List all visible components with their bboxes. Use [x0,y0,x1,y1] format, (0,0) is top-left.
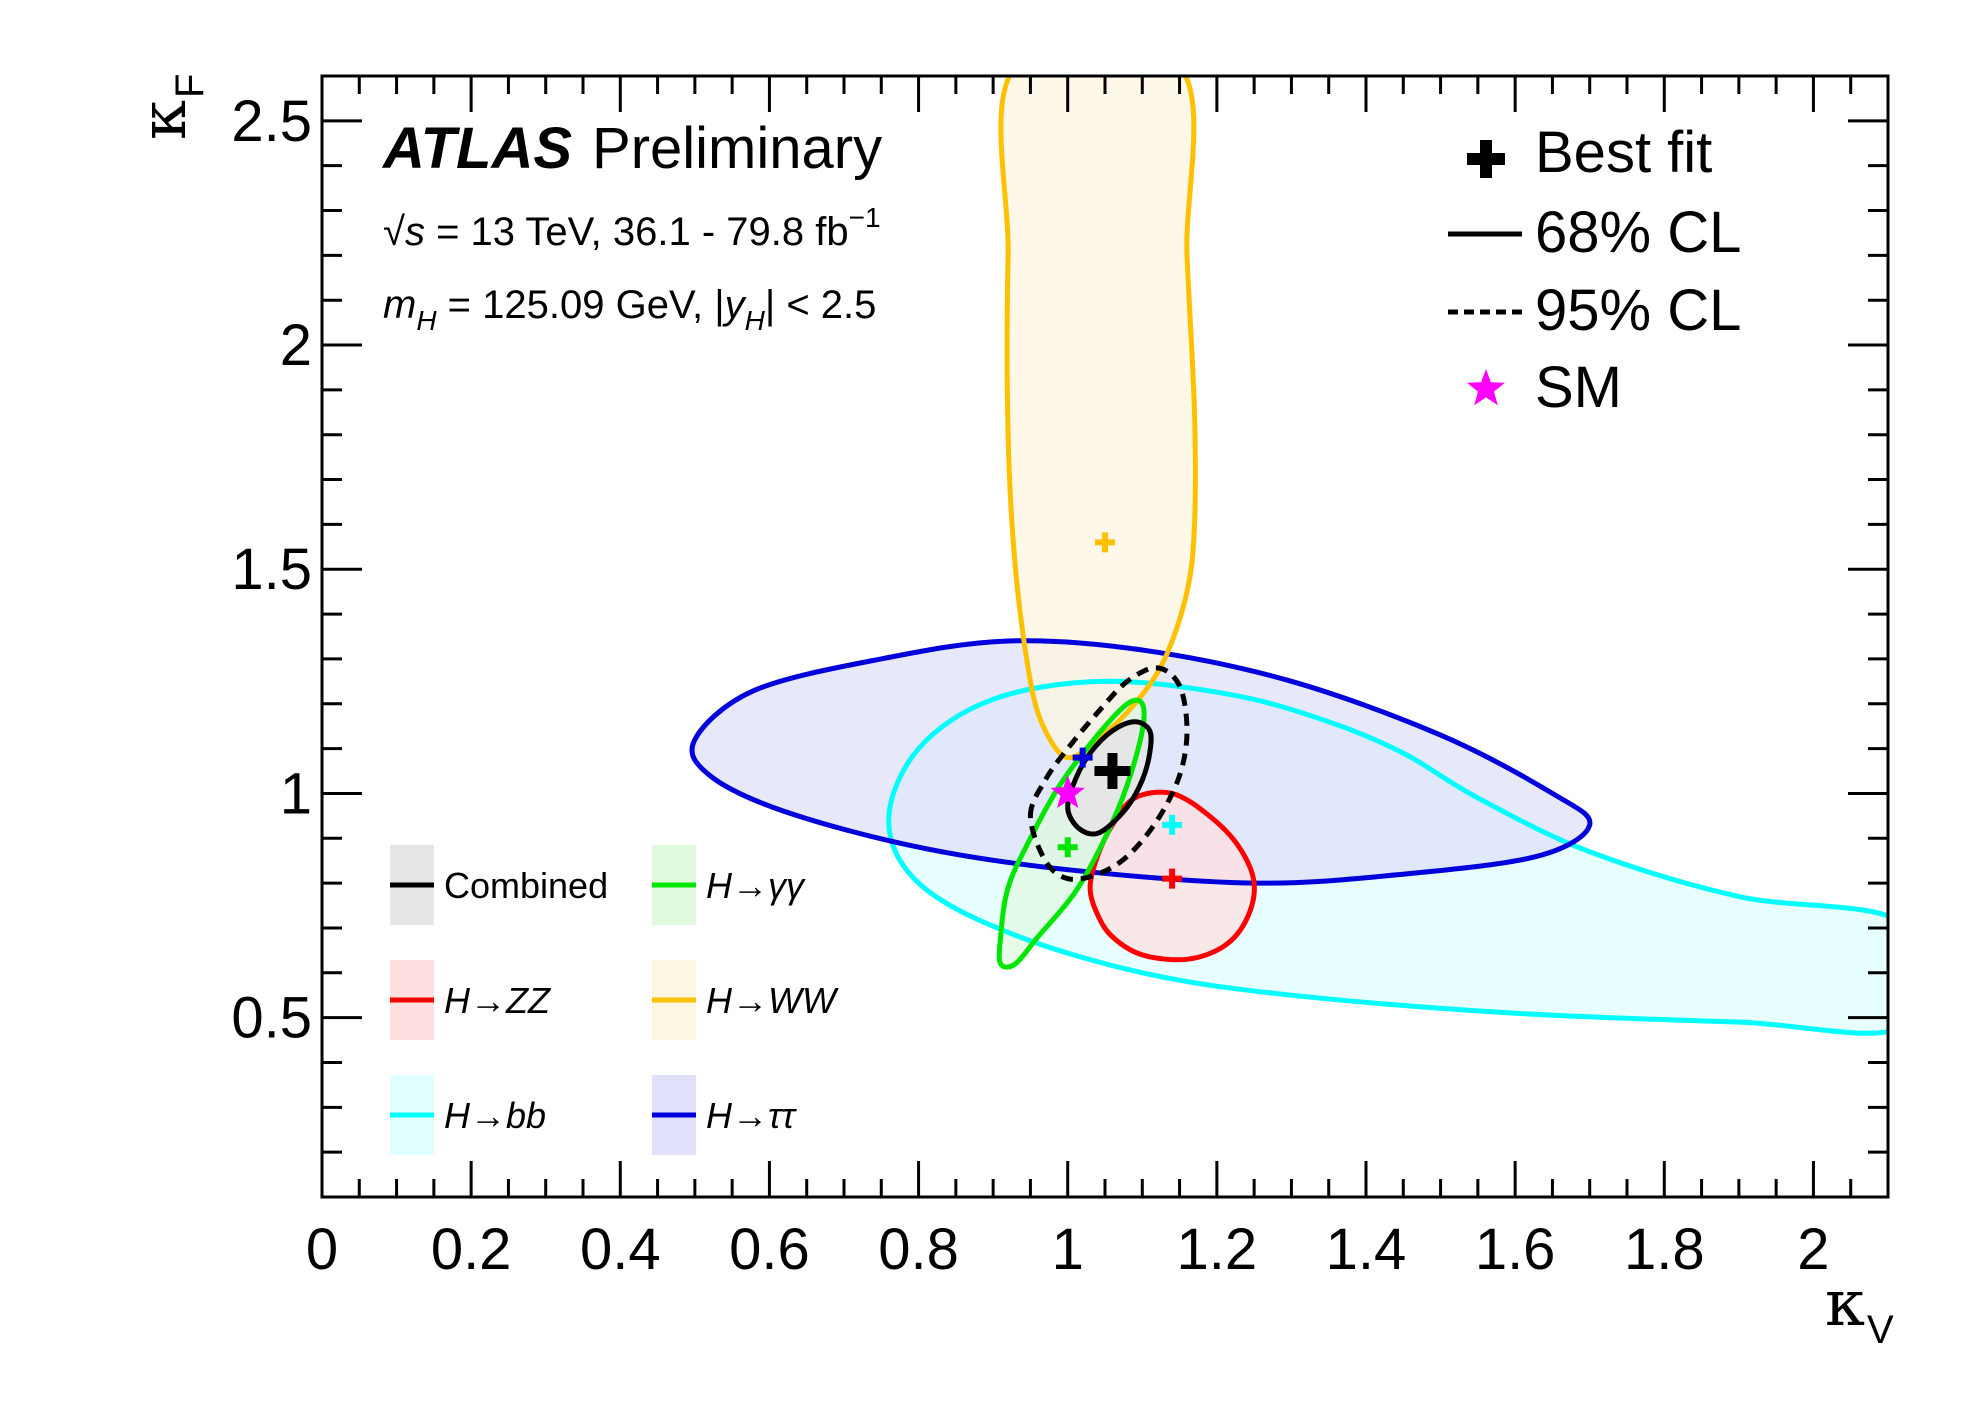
x-tick-label: 2 [1797,1217,1829,1282]
legend-label: H→WW [706,980,839,1021]
best-fit-marker-icon [1467,140,1505,178]
legend-label: Combined [444,865,608,906]
contour-fills [691,76,1888,1034]
best-fit-h-tautau [1072,747,1093,768]
legend-best-fit: Best fit [1467,120,1712,185]
contour68-h-tautau [689,638,1593,886]
mass-rapidity-text: mH = 125.09 GeV, |yH| < 2.5 [383,283,876,336]
best-fit-h-zz [1162,868,1183,889]
main-legend: Best fit 68% CL 95% CL SM [1448,120,1741,420]
x-tick-label: 1.2 [1177,1217,1258,1282]
legend-label: H→ZZ [444,980,551,1021]
legend-sm: SM [1467,355,1622,420]
svg-text:95% CL: 95% CL [1535,278,1741,343]
x-tick-label: 1.8 [1624,1217,1705,1282]
x-tick-label: 0.6 [729,1217,810,1282]
x-tick-label: 0.8 [878,1217,959,1282]
x-tick-label: 1.6 [1475,1217,1556,1282]
y-tick-label: 2 [280,313,312,378]
contour-lines [689,76,1888,1036]
y-tick-label: 1.5 [231,537,312,602]
best-fit-h-ww [1095,532,1115,553]
x-tick-label: 0.2 [431,1217,512,1282]
sm-point-star [1050,775,1085,808]
sm-star-icon [1467,369,1505,406]
legend-h-gammagamma: H→γγ [652,845,806,925]
tick-labels: 0 0.2 0.4 0.6 0.8 1 1.2 1.4 1.6 1.8 2 0.5 1 1.5 2 2.5 [231,89,1829,1282]
contour68-h-ww [998,76,1198,761]
svg-text:68% CL: 68% CL [1535,200,1741,265]
legend-95cl: 95% CL [1448,278,1741,343]
legend-label: H→bb [444,1095,546,1136]
contour68-h-gammagamma [996,697,1147,970]
legend-h-zz: H→ZZ [390,960,551,1040]
legend-label: H→ττ [706,1095,797,1136]
legend-68cl: 68% CL [1448,200,1741,265]
contour-fill-h-ww [1000,76,1196,758]
legend-h-ww: H→WW [652,960,839,1040]
x-tick-label: 0 [306,1217,338,1282]
contour68-h-bb [886,678,1888,1036]
best-fit-h-bb [1162,814,1183,835]
energy-lumi-text: √s = 13 TeV, 36.1 - 79.8 fb−1 [383,202,881,254]
best-fit-points [1050,532,1183,889]
atlas-label: ATLAS Preliminary [381,116,882,181]
svg-text:SM: SM [1535,355,1622,420]
process-legend: Combined H→γγ H→ZZ H→WW H→bb H→ττ [390,845,839,1155]
legend-combined: Combined [390,845,608,925]
best-fit-combined [1094,753,1131,790]
best-fit-h-gammagamma [1057,837,1078,858]
legend-h-bb: H→bb [390,1075,546,1155]
x-tick-label: 1.4 [1326,1217,1407,1282]
axes [320,74,1890,1199]
legend-label: H→γγ [706,865,806,906]
y-tick-label: 0.5 [231,986,312,1051]
contour95-combined [1027,665,1190,882]
x-tick-label: 1 [1052,1217,1084,1282]
y-tick-label: 2.5 [231,89,312,154]
y-axis-title: κF [127,74,212,140]
y-tick-label: 1 [280,761,312,826]
legend-h-tautau: H→ττ [652,1075,797,1155]
x-axis-title: κV [1825,1267,1894,1352]
contour68-combined [1065,719,1154,837]
svg-text:Best fit: Best fit [1535,120,1712,185]
x-tick-label: 0.4 [580,1217,661,1282]
